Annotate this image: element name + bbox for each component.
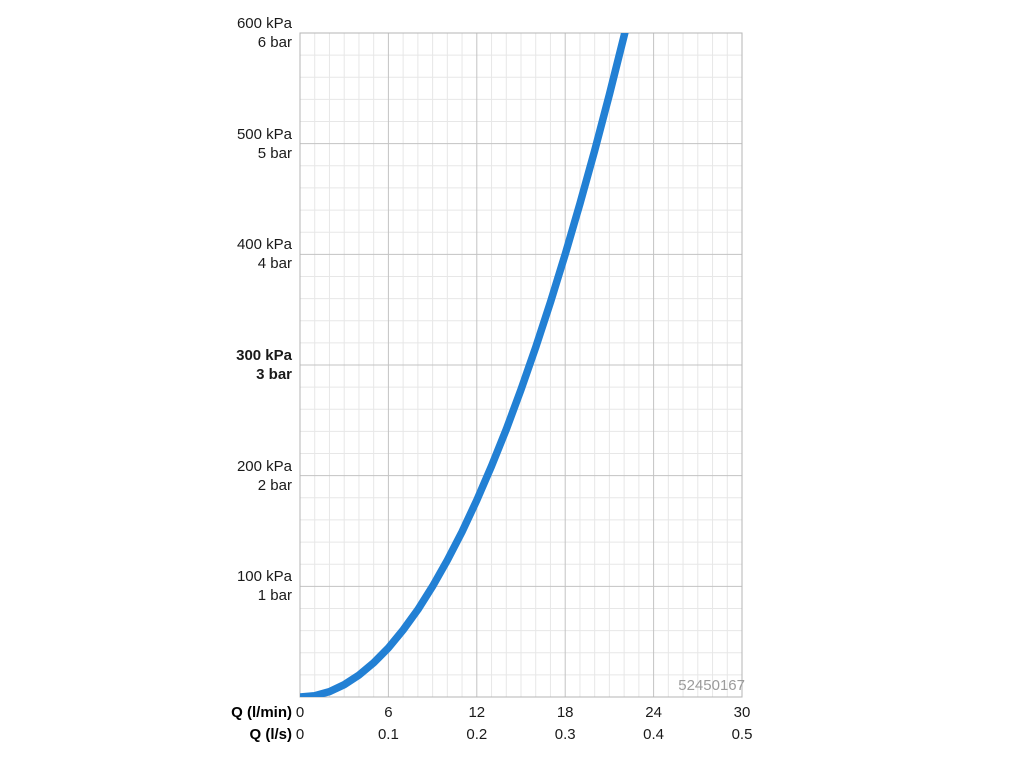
x-axis-caption: Q (l/s) xyxy=(249,726,292,743)
x-tick-label: 24 xyxy=(645,704,662,721)
x-tick-label: 0.1 xyxy=(377,726,399,743)
y-tick-label: 300 kPa 3 bar xyxy=(150,346,292,384)
y-tick-bar: 4 bar xyxy=(257,255,292,273)
y-tick-bar: 1 bar xyxy=(257,587,292,605)
y-tick-label: 200 kPa 2 bar xyxy=(150,457,292,495)
x-tick-label: 0.5 xyxy=(731,726,753,743)
y-tick-kpa: 200 kPa xyxy=(236,457,292,475)
x-axis-caption: Q (l/min) xyxy=(231,704,292,721)
flow-pressure-curve xyxy=(300,33,629,697)
y-tick-bar: 2 bar xyxy=(257,476,292,494)
y-tick-kpa: 500 kPa xyxy=(236,125,292,143)
x-tick-label: 12 xyxy=(468,704,486,721)
y-tick-label: 100 kPa 1 bar xyxy=(150,567,292,605)
y-tick-bar: 5 bar xyxy=(257,144,292,162)
product-number-watermark: 52450167 xyxy=(678,677,745,694)
y-tick-kpa: 300 kPa xyxy=(236,347,292,364)
plot-border xyxy=(299,32,743,698)
x-tick-label: 0.4 xyxy=(643,726,665,743)
x-tick-label: 0.3 xyxy=(554,726,576,743)
x-tick-label: 0.2 xyxy=(466,726,488,743)
y-tick-kpa: 400 kPa xyxy=(236,236,292,254)
y-tick-kpa: 600 kPa xyxy=(236,15,292,32)
y-tick-label: 600 kPa 6 bar xyxy=(150,14,292,52)
x-tick-label: 0 xyxy=(295,704,305,721)
x-tick-label: 6 xyxy=(384,704,393,721)
y-tick-bar: 3 bar xyxy=(256,366,292,383)
x-tick-label: 30 xyxy=(733,704,751,721)
x-tick-label: 18 xyxy=(556,704,574,721)
y-tick-kpa: 100 kPa xyxy=(236,568,292,586)
y-tick-bar: 6 bar xyxy=(257,34,292,51)
y-tick-label: 400 kPa 4 bar xyxy=(150,235,292,273)
x-tick-label: 0 xyxy=(295,726,305,743)
y-tick-label: 500 kPa 5 bar xyxy=(150,125,292,163)
